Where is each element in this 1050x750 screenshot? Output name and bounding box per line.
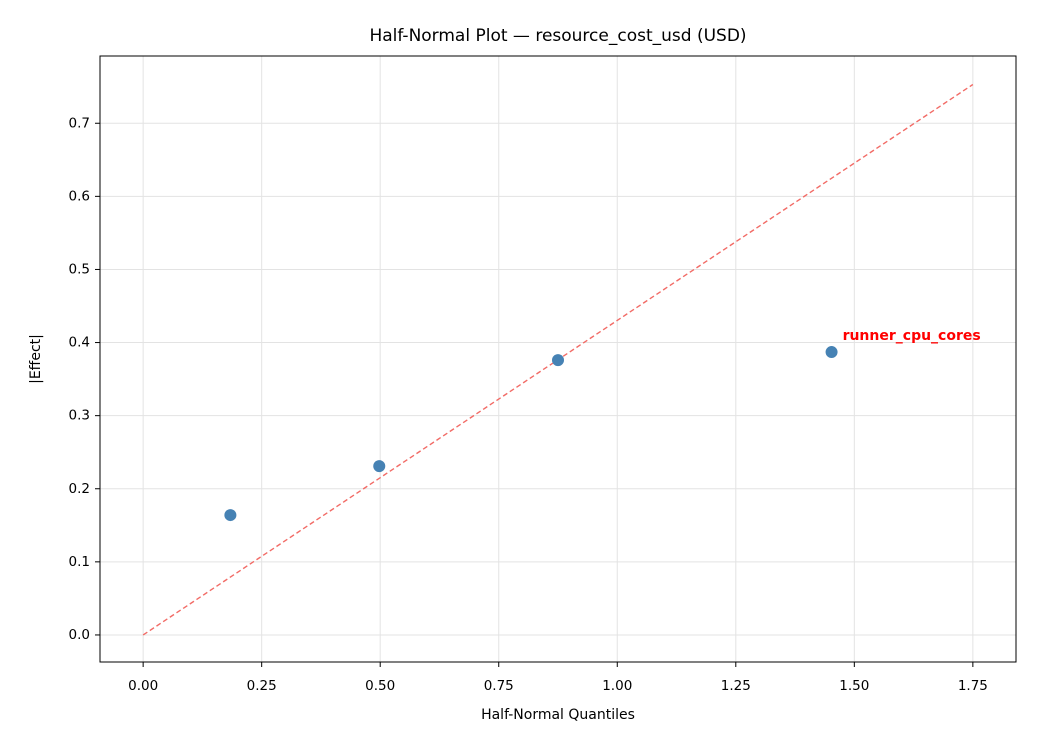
x-tick-label: 0.50: [365, 678, 395, 694]
point: [224, 509, 237, 522]
y-axis-label: |Effect|: [28, 334, 44, 384]
chart-title: Half-Normal Plot — resource_cost_usd (US…: [369, 26, 746, 46]
x-axis-label: Half-Normal Quantiles: [481, 707, 635, 723]
point: [373, 460, 386, 473]
x-tick-label: 0.00: [128, 678, 158, 694]
x-tick-label: 0.75: [484, 678, 514, 694]
y-tick-label: 0.1: [69, 554, 90, 570]
y-tick-label: 0.4: [69, 335, 90, 351]
annotation: runner_cpu_cores: [843, 328, 981, 344]
y-tick-label: 0.7: [69, 115, 90, 131]
x-tick-label: 1.25: [721, 678, 751, 694]
point: [825, 346, 838, 359]
y-tick-label: 0.5: [69, 261, 90, 277]
point: [552, 354, 564, 367]
y-tick-label: 0.3: [69, 408, 90, 424]
y-tick-label: 0.6: [69, 188, 90, 204]
y-tick-label: 0.2: [69, 481, 90, 497]
y-tick-label: 0.0: [69, 627, 90, 643]
x-tick-label: 1.00: [602, 678, 632, 694]
x-tick-label: 1.75: [958, 678, 988, 694]
x-tick-label: 0.25: [247, 678, 277, 694]
x-tick-label: 1.50: [839, 678, 869, 694]
plot-frame: [99, 55, 1017, 663]
